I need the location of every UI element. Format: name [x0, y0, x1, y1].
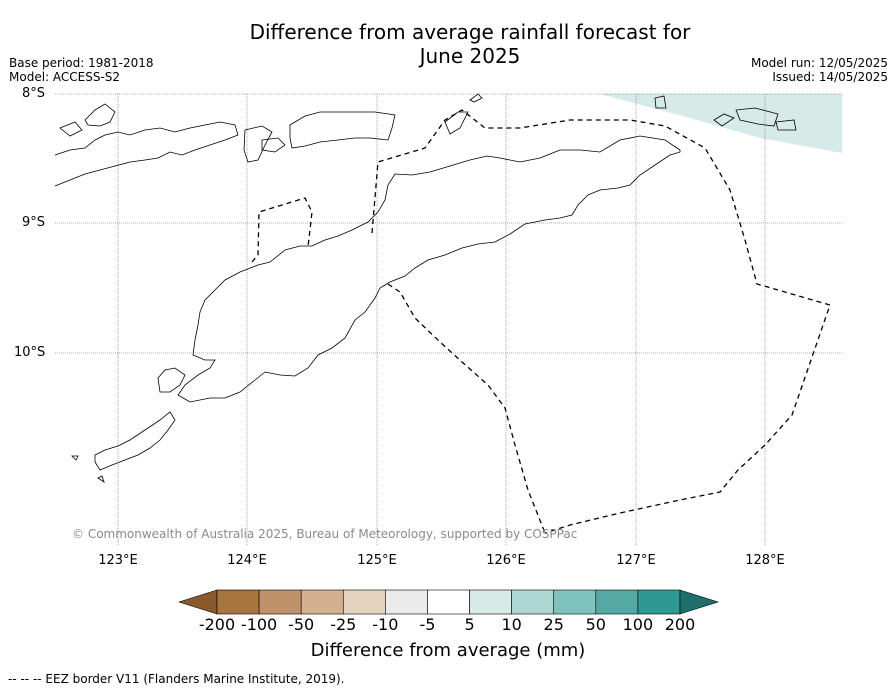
eez-footnote: -- -- -- EEZ border V11 (Flanders Marine… — [8, 672, 345, 686]
colorbar-tick-label: 10 — [501, 615, 522, 634]
lon-label: 123°E — [98, 553, 138, 568]
meta-left: Base period: 1981-2018 Model: ACCESS-S2 — [9, 56, 154, 84]
issued-date: Issued: 14/05/2025 — [772, 70, 888, 84]
colorbar-box — [637, 589, 681, 615]
colorbar-tick-label: 25 — [543, 615, 564, 634]
colorbar-box — [342, 589, 386, 615]
model-run: Model run: 12/05/2025 — [750, 56, 888, 70]
map-title: Difference from average rainfall forecas… — [220, 20, 720, 68]
colorbar-arrow-low — [178, 589, 218, 615]
island-outline — [97, 475, 105, 483]
model-name: Model: ACCESS-S2 — [9, 70, 121, 84]
colorbar-tick-label: 100 — [622, 615, 654, 634]
colorbar-box — [258, 589, 302, 615]
colorbar-arrow-high — [679, 589, 719, 615]
colorbar-box — [595, 589, 639, 615]
eez-border — [251, 109, 831, 534]
colorbar-tick-label: -5 — [419, 615, 436, 634]
colorbar-box — [216, 589, 260, 615]
lon-label: 124°E — [227, 553, 267, 568]
island-outline — [775, 119, 797, 131]
island-outline — [735, 107, 779, 127]
island-outline — [261, 137, 286, 153]
colorbar-tick-label: -50 — [288, 615, 315, 634]
island-outline — [59, 121, 83, 137]
island-outline — [713, 113, 735, 127]
island-outline — [243, 125, 273, 163]
island-outline — [84, 103, 116, 127]
lon-label: 126°E — [486, 553, 526, 568]
rote-island-outline — [157, 367, 186, 393]
island-outline — [469, 93, 483, 103]
lon-label: 127°E — [616, 553, 656, 568]
colorbar-box — [511, 589, 555, 615]
sumba-island-outline — [94, 411, 176, 471]
island-outline — [654, 95, 667, 109]
colorbar-tick-label: 50 — [585, 615, 606, 634]
lat-label: 10°S — [14, 345, 46, 360]
gridlines — [55, 93, 843, 545]
colorbar-tick-label: -25 — [330, 615, 357, 634]
colorbar-box — [553, 589, 597, 615]
meta-right: Model run: 12/05/2025 Issued: 14/05/2025 — [751, 56, 888, 84]
colorbar-tick-label: -200 — [198, 615, 236, 634]
timor-island-outline — [177, 135, 681, 403]
colorbar-tick-label: -100 — [240, 615, 278, 634]
colorbar-title: Difference from average (mm) — [310, 640, 586, 661]
island-outline — [289, 111, 396, 149]
colorbar-box — [300, 589, 344, 615]
lon-label: 128°E — [745, 553, 785, 568]
coastlines — [54, 93, 797, 483]
colorbar-tick-label: -10 — [372, 615, 399, 634]
lat-label: 8°S — [22, 86, 46, 101]
colorbar-tick-label: 5 — [464, 615, 475, 634]
rainfall-shading-region — [600, 94, 842, 153]
colorbar-box — [469, 589, 512, 615]
flores-island-outline — [54, 121, 239, 187]
island-outline — [444, 111, 469, 135]
island-outline — [71, 455, 79, 461]
colorbar-box — [427, 589, 470, 615]
colorbar-tick-label: 200 — [664, 615, 696, 634]
lon-label: 125°E — [357, 553, 397, 568]
base-period: Base period: 1981-2018 — [9, 56, 154, 70]
colorbar — [178, 589, 719, 615]
map-title-line2: June 2025 — [419, 44, 521, 68]
lat-label: 9°S — [22, 215, 46, 230]
copyright-notice: © Commonwealth of Australia 2025, Bureau… — [72, 527, 578, 541]
map-title-line1: Difference from average rainfall forecas… — [249, 20, 691, 44]
colorbar-box — [385, 589, 428, 615]
